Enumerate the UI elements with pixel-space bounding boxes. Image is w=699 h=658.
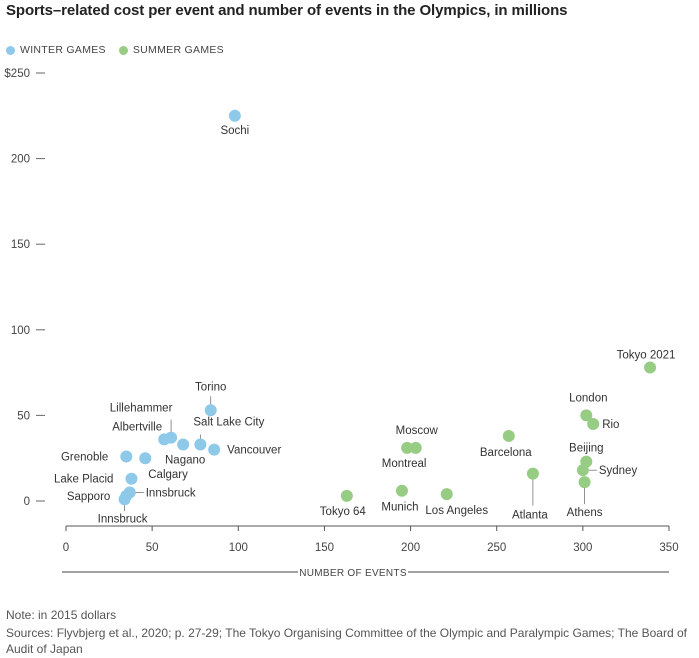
- data-point-label: Vancouver: [227, 445, 281, 457]
- data-point-label: Innsbruck: [146, 487, 196, 499]
- data-point-label: Barcelona: [480, 447, 532, 459]
- data-point: [587, 418, 599, 430]
- y-tick-label: 100: [11, 325, 30, 337]
- x-axis-title: NUMBER OF EVENTS: [299, 568, 407, 579]
- y-tick-label: 200: [11, 154, 30, 166]
- x-tick-label: 350: [659, 542, 678, 554]
- data-point-label: Moscow: [396, 425, 439, 437]
- data-point-label: Tokyo 64: [320, 506, 367, 518]
- note: Note: in 2015 dollars: [6, 608, 116, 622]
- data-point-label: Atlanta: [512, 510, 548, 522]
- data-point-label: Lillehammer: [110, 403, 173, 415]
- data-point: [205, 404, 217, 416]
- data-point-label: Beijing: [569, 443, 604, 455]
- scatter-plot: 0 50 100 150 200 $250 0 50 100 150 200 250 300 350 NUM…: [0, 0, 699, 600]
- data-point-label: London: [569, 392, 607, 404]
- data-point-label: Salt Lake City: [193, 417, 264, 429]
- x-tick-label: 200: [401, 542, 420, 554]
- x-tick-label: 100: [229, 542, 248, 554]
- data-point: [401, 442, 413, 454]
- data-point: [396, 485, 408, 497]
- data-point-label: Los Angeles: [425, 505, 488, 517]
- data-point: [503, 430, 515, 442]
- data-point: [229, 110, 241, 122]
- data-point: [119, 493, 131, 505]
- data-point: [577, 464, 589, 476]
- data-point: [527, 468, 539, 480]
- x-tick-label: 50: [146, 542, 159, 554]
- y-tick-label: 150: [11, 239, 30, 251]
- sources: Sources: Flyvbjerg et al., 2020; p. 27-2…: [6, 625, 696, 657]
- y-tick-label: 50: [17, 410, 30, 422]
- data-point-label: Athens: [567, 507, 603, 519]
- data-point-label: Albertville: [112, 421, 162, 433]
- data-point: [125, 473, 137, 485]
- data-point: [194, 439, 206, 451]
- data-point-label: Torino: [195, 381, 226, 393]
- data-point: [177, 439, 189, 451]
- data-point: [441, 488, 453, 500]
- data-point: [579, 476, 591, 488]
- data-point: [120, 450, 132, 462]
- y-tick-label: $250: [4, 68, 30, 80]
- data-point-label: Tokyo 2021: [617, 349, 676, 361]
- data-point: [158, 433, 170, 445]
- data-point-label: Munich: [381, 502, 418, 514]
- data-point: [208, 444, 220, 456]
- data-point-label: Nagano: [165, 455, 205, 467]
- x-tick-label: 150: [315, 542, 334, 554]
- x-tick-label: 300: [573, 542, 592, 554]
- data-point-label: Grenoble: [61, 451, 108, 463]
- data-point: [341, 490, 353, 502]
- data-point-label: Lake Placid: [54, 474, 113, 486]
- x-tick-label: 250: [487, 542, 506, 554]
- data-point-label: Sochi: [220, 125, 249, 137]
- data-point-label: Sydney: [599, 465, 638, 477]
- data-point-label: Montreal: [382, 458, 427, 470]
- data-point-label: Calgary: [148, 469, 188, 481]
- data-point-label: Innsbruck: [98, 513, 148, 525]
- y-tick-label: 0: [24, 496, 30, 508]
- data-point: [644, 361, 656, 373]
- data-point-label: Rio: [602, 419, 619, 431]
- data-point-label: Sapporo: [67, 491, 110, 503]
- x-tick-label: 0: [63, 542, 69, 554]
- data-point: [139, 452, 151, 464]
